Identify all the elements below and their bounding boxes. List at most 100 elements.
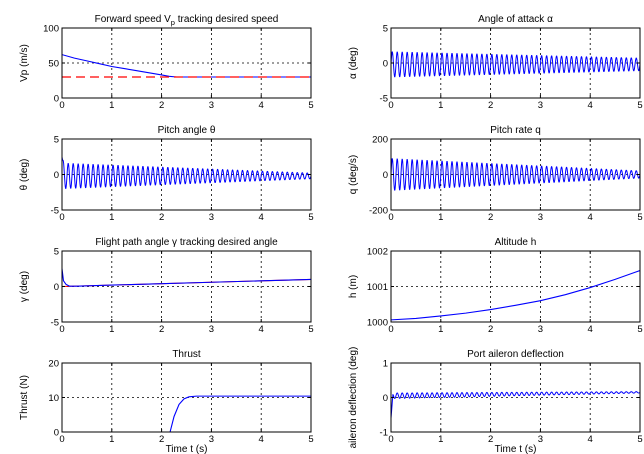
x-tick-label: 0	[59, 434, 64, 445]
x-tick-label: 1	[438, 434, 443, 445]
x-tick-label: 4	[259, 434, 264, 445]
series-line-1	[391, 391, 640, 419]
y-tick-label: 20	[48, 359, 59, 370]
chart-title: Forward speed Vp tracking desired speed	[95, 14, 279, 27]
x-tick-label: 5	[637, 212, 642, 223]
y-axis-label: q (deg/s)	[348, 155, 359, 194]
x-tick-label: 1	[438, 100, 443, 111]
subplot-6: 0 1 2 3 4 5 1000 1001 1002 Altitude h h (m)	[348, 237, 643, 335]
x-tick-label: 2	[159, 324, 164, 335]
x-tick-label: 5	[308, 212, 313, 223]
y-tick-label: 50	[48, 59, 59, 70]
y-tick-label: 1001	[367, 282, 388, 293]
x-tick-label: 1	[109, 434, 114, 445]
x-tick-label: 4	[259, 212, 264, 223]
plot-area	[62, 156, 311, 189]
x-tick-label: 0	[59, 100, 64, 111]
y-tick-label: 5	[54, 247, 59, 258]
y-tick-label: -5	[51, 318, 59, 329]
x-tick-label: 0	[59, 324, 64, 335]
series-line-1	[62, 54, 311, 78]
y-tick-label: 0	[383, 59, 388, 70]
y-tick-label: 100	[43, 24, 59, 35]
x-tick-label: 4	[588, 212, 593, 223]
x-tick-label: 5	[308, 434, 313, 445]
plot-area	[391, 51, 640, 78]
y-axis-label: aileron deflection (deg)	[348, 347, 359, 449]
x-tick-label: 1	[109, 100, 114, 111]
y-tick-label: 5	[383, 24, 388, 35]
series-line-1	[391, 51, 640, 78]
x-tick-label: 2	[488, 100, 493, 111]
plot-area	[391, 270, 640, 321]
y-tick-label: 5	[54, 135, 59, 146]
subplot-7: 0 1 2 3 4 5 0 10 20 Thrust Thrust (N) Time t (s)	[19, 349, 314, 454]
x-tick-label: 3	[209, 100, 214, 111]
x-tick-label: 1	[109, 324, 114, 335]
series-line-1	[391, 158, 640, 191]
y-tick-label: -5	[51, 206, 59, 217]
y-tick-label: 1	[383, 359, 388, 370]
x-tick-label: 0	[388, 212, 393, 223]
x-tick-label: 3	[209, 434, 214, 445]
x-tick-label: 2	[159, 100, 164, 111]
plot-area	[62, 268, 311, 288]
x-tick-label: 5	[308, 100, 313, 111]
series-line-1	[169, 395, 311, 432]
y-tick-label: 0	[383, 170, 388, 181]
y-axis-label: θ (deg)	[19, 159, 30, 191]
y-tick-label: 0	[54, 282, 59, 293]
series-line-1	[62, 156, 311, 189]
x-tick-label: 0	[388, 324, 393, 335]
plot-area	[391, 391, 640, 419]
y-axis-label: Vp (m/s)	[19, 44, 30, 82]
chart-title: Angle of attack α	[478, 14, 553, 25]
series-line-1	[391, 270, 640, 321]
x-tick-label: 2	[159, 434, 164, 445]
y-tick-label: -5	[380, 94, 388, 105]
chart-title: Thrust	[172, 349, 201, 360]
x-tick-label: 5	[637, 324, 642, 335]
x-tick-label: 5	[637, 434, 642, 445]
y-axis-label: h (m)	[348, 275, 359, 298]
chart-title: Pitch rate q	[490, 125, 541, 136]
y-tick-label: 10	[48, 393, 59, 404]
y-tick-label: -200	[369, 206, 388, 217]
x-tick-label: 3	[538, 100, 543, 111]
x-tick-label: 0	[388, 100, 393, 111]
y-tick-label: 0	[54, 94, 59, 105]
y-tick-label: 0	[54, 170, 59, 181]
x-tick-label: 1	[109, 212, 114, 223]
x-axis-label: Time t (s)	[495, 444, 537, 454]
x-tick-label: 0	[59, 212, 64, 223]
y-tick-label: 0	[383, 393, 388, 404]
y-tick-label: 0	[54, 428, 59, 439]
x-tick-label: 2	[488, 434, 493, 445]
plot-area	[169, 395, 311, 432]
x-axis-label: Time t (s)	[166, 444, 208, 454]
x-tick-label: 5	[308, 324, 313, 335]
series-line-2	[62, 268, 311, 287]
chart-title: Pitch angle θ	[158, 125, 216, 136]
x-tick-label: 4	[588, 100, 593, 111]
y-axis-label: α (deg)	[348, 47, 359, 79]
plot-area	[391, 158, 640, 191]
x-tick-label: 3	[538, 212, 543, 223]
y-tick-label: 1002	[367, 247, 388, 258]
chart-title: Flight path angle γ tracking desired ang…	[95, 237, 278, 248]
x-tick-label: 1	[438, 324, 443, 335]
x-tick-label: 3	[209, 212, 214, 223]
x-tick-label: 0	[388, 434, 393, 445]
plot-area	[62, 54, 311, 78]
y-axis-label: γ (deg)	[19, 271, 30, 302]
x-tick-label: 3	[538, 434, 543, 445]
x-tick-label: 5	[637, 100, 642, 111]
chart-title: Port aileron deflection	[467, 349, 564, 360]
